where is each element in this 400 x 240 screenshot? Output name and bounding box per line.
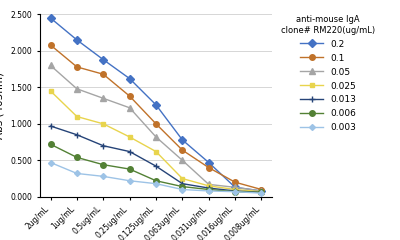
Legend: 0.2, 0.1, 0.05, 0.025, 0.013, 0.006, 0.003: 0.2, 0.1, 0.05, 0.025, 0.013, 0.006, 0.0… xyxy=(281,15,375,132)
0.006 xyxy=(74,156,79,159)
0.2 xyxy=(206,161,211,164)
0.003 xyxy=(48,161,53,164)
0.003 xyxy=(101,175,106,178)
0.1 xyxy=(101,73,106,76)
0.025 xyxy=(127,136,132,138)
0.003 xyxy=(154,182,158,185)
0.025 xyxy=(48,90,53,92)
0.013 xyxy=(74,133,79,136)
Line: 0.05: 0.05 xyxy=(48,63,264,194)
0.1 xyxy=(259,188,264,191)
0.2 xyxy=(101,58,106,61)
0.013 xyxy=(154,165,158,168)
0.003 xyxy=(259,192,264,195)
0.025 xyxy=(180,177,185,180)
Line: 0.2: 0.2 xyxy=(48,15,264,194)
0.1 xyxy=(206,166,211,169)
0.05 xyxy=(233,186,238,189)
0.013 xyxy=(180,182,185,185)
0.006 xyxy=(233,190,238,193)
0.1 xyxy=(154,122,158,125)
Line: 0.1: 0.1 xyxy=(48,42,264,192)
0.05 xyxy=(180,159,185,162)
Line: 0.025: 0.025 xyxy=(48,89,264,194)
0.05 xyxy=(127,106,132,109)
0.003 xyxy=(127,179,132,182)
0.2 xyxy=(74,38,79,41)
0.2 xyxy=(233,186,238,189)
0.013 xyxy=(259,191,264,194)
0.1 xyxy=(74,66,79,68)
0.05 xyxy=(154,136,158,138)
0.006 xyxy=(48,143,53,146)
0.006 xyxy=(206,188,211,191)
0.025 xyxy=(74,115,79,118)
0.1 xyxy=(180,149,185,151)
Y-axis label: Abs (405nm): Abs (405nm) xyxy=(0,72,5,139)
0.006 xyxy=(127,168,132,170)
Line: 0.003: 0.003 xyxy=(48,160,264,195)
0.006 xyxy=(259,191,264,194)
0.05 xyxy=(101,97,106,100)
0.003 xyxy=(180,188,185,191)
0.05 xyxy=(206,183,211,186)
0.013 xyxy=(233,190,238,192)
0.1 xyxy=(127,95,132,97)
0.025 xyxy=(259,190,264,193)
0.013 xyxy=(101,144,106,147)
0.003 xyxy=(233,190,238,193)
0.05 xyxy=(259,190,264,192)
0.025 xyxy=(154,150,158,153)
0.1 xyxy=(233,181,238,184)
0.025 xyxy=(206,184,211,187)
0.013 xyxy=(48,125,53,127)
0.006 xyxy=(101,163,106,166)
0.1 xyxy=(48,44,53,47)
0.2 xyxy=(48,17,53,19)
0.2 xyxy=(127,77,132,80)
Line: 0.013: 0.013 xyxy=(47,123,265,196)
Line: 0.006: 0.006 xyxy=(48,142,264,195)
0.003 xyxy=(74,172,79,175)
0.006 xyxy=(154,179,158,182)
0.025 xyxy=(101,122,106,125)
0.013 xyxy=(206,187,211,190)
0.2 xyxy=(154,103,158,106)
0.05 xyxy=(74,87,79,90)
0.003 xyxy=(206,190,211,192)
0.006 xyxy=(180,185,185,188)
0.2 xyxy=(259,190,264,192)
0.013 xyxy=(127,150,132,153)
0.2 xyxy=(180,138,185,141)
0.025 xyxy=(233,188,238,191)
0.05 xyxy=(48,64,53,67)
